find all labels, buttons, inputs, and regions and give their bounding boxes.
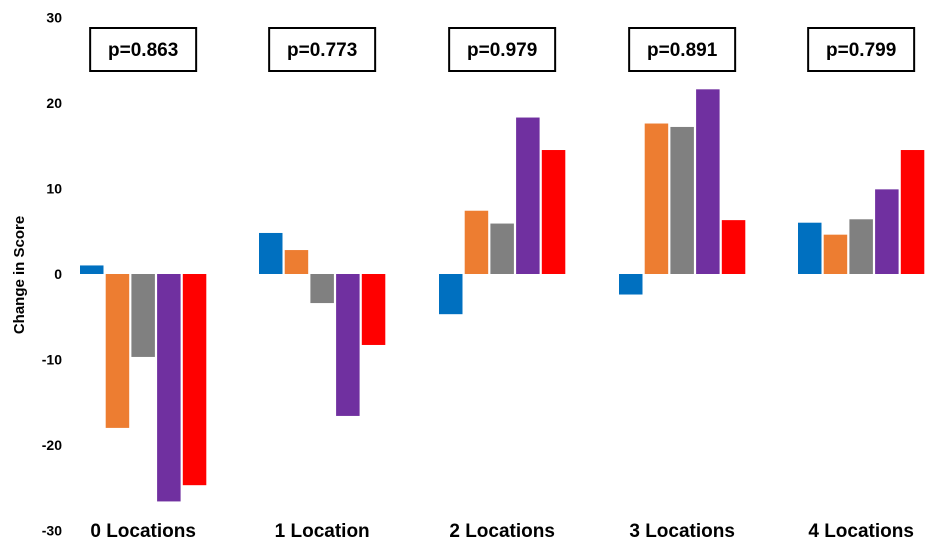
category-label: 3 Locations <box>629 521 735 540</box>
bar <box>875 189 899 274</box>
category-label: 4 Locations <box>808 521 914 540</box>
category-label: 0 Locations <box>90 521 196 540</box>
y-tick-label: -10 <box>42 352 62 368</box>
p-value-box <box>807 27 916 72</box>
bars <box>80 89 925 502</box>
bar <box>798 222 822 274</box>
category-label: 1 Location <box>275 521 370 540</box>
bar <box>439 274 463 315</box>
y-tick-label: 0 <box>54 266 62 282</box>
y-tick-label: 30 <box>46 10 62 26</box>
y-tick-label: 10 <box>46 181 62 197</box>
p-value-label: p=0.863 <box>108 40 178 61</box>
y-tick-label: -20 <box>42 437 62 453</box>
bar <box>721 220 746 274</box>
bar <box>157 274 181 502</box>
bar <box>259 232 283 274</box>
bar <box>644 123 669 275</box>
p-value-annotations: p=0.863 p=0.773 p=0.979 p=0.891 p=0.799 <box>89 27 916 72</box>
bar <box>900 150 925 274</box>
p-value-box <box>628 27 737 72</box>
bar <box>182 274 207 486</box>
bar <box>336 274 360 416</box>
bar <box>105 274 130 428</box>
bar <box>361 274 386 345</box>
y-tick-label: 20 <box>46 95 62 111</box>
bar <box>310 274 334 304</box>
y-axis-ticks: 30 20 10 0 -10 -20 -30 <box>42 10 62 539</box>
y-tick-label: -30 <box>42 523 62 539</box>
bar <box>849 219 873 274</box>
bar <box>284 250 309 274</box>
p-value-box <box>268 27 377 72</box>
p-value-label: p=0.773 <box>287 40 357 61</box>
p-value-box <box>89 27 198 72</box>
y-axis-label: Change in Score <box>11 216 28 334</box>
bar <box>80 265 104 274</box>
p-value-label: p=0.799 <box>826 40 896 61</box>
bar <box>696 89 720 274</box>
bar <box>464 210 489 274</box>
bar <box>823 234 848 274</box>
p-value-label: p=0.979 <box>467 40 537 61</box>
p-value-label: p=0.891 <box>647 40 718 61</box>
bar <box>131 274 155 357</box>
bar <box>490 223 514 274</box>
p-value-box <box>448 27 557 72</box>
category-labels: 0 Locations 1 Location 2 Locations 3 Locati… <box>90 521 914 540</box>
category-label: 2 Locations <box>449 521 555 540</box>
bar <box>516 117 540 274</box>
bar <box>670 126 694 274</box>
bar <box>619 274 643 295</box>
bar <box>541 150 566 274</box>
